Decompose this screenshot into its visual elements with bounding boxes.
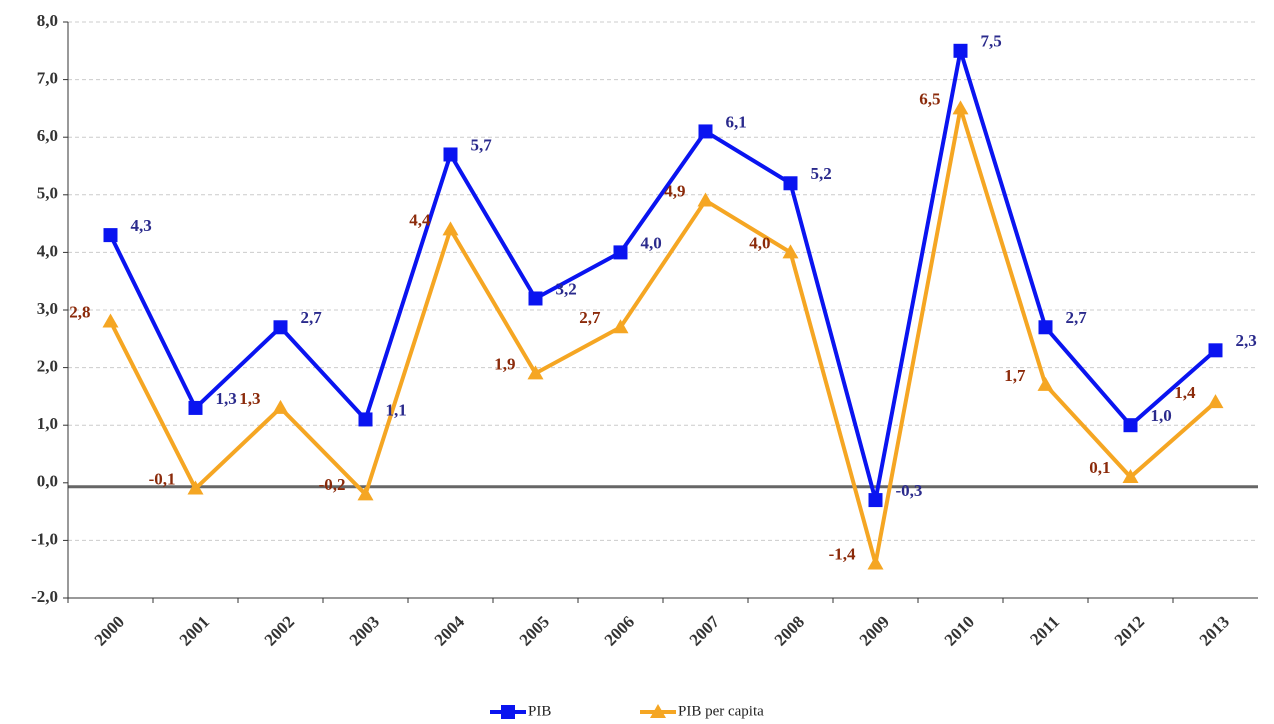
legend-label: PIB per capita <box>678 703 764 719</box>
data-label: 1,7 <box>1004 366 1026 385</box>
point-marker <box>528 291 543 306</box>
point-marker <box>613 245 628 260</box>
data-label: -0,1 <box>149 469 176 488</box>
point-marker <box>501 705 515 719</box>
point-marker <box>102 313 119 328</box>
data-label: 1,4 <box>1174 383 1196 402</box>
data-label: 0,1 <box>1089 458 1110 477</box>
x-tick-label: 2008 <box>771 612 808 649</box>
y-tick-label: -1,0 <box>31 529 58 548</box>
data-label: 3,2 <box>556 279 577 298</box>
x-tick-label: 2005 <box>516 612 553 649</box>
point-marker <box>1208 343 1223 358</box>
data-label: 4,3 <box>131 216 152 235</box>
data-label: -1,4 <box>829 544 856 563</box>
point-marker <box>612 319 629 334</box>
legend-item: PIB per capita <box>640 703 764 719</box>
x-tick-label: 2006 <box>601 612 638 649</box>
x-tick-label: 2001 <box>176 612 213 649</box>
y-tick-label: 5,0 <box>37 184 58 203</box>
point-marker <box>1207 394 1224 409</box>
x-tick-label: 2000 <box>91 612 128 649</box>
data-label: 2,8 <box>69 302 90 321</box>
y-tick-label: 4,0 <box>37 241 58 260</box>
point-marker <box>953 43 968 58</box>
data-label: 1,1 <box>386 400 407 419</box>
point-marker <box>443 147 458 162</box>
point-marker <box>273 320 288 335</box>
x-tick-label: 2013 <box>1196 612 1233 649</box>
point-marker <box>188 400 203 415</box>
y-tick-label: 7,0 <box>37 69 58 88</box>
x-tick-label: 2012 <box>1111 612 1148 649</box>
y-tick-label: 8,0 <box>37 11 58 30</box>
y-tick-label: 3,0 <box>37 299 58 318</box>
x-tick-label: 2004 <box>431 612 469 650</box>
data-label: 2,3 <box>1236 331 1257 350</box>
data-label: 4,0 <box>641 233 662 252</box>
data-label: 1,9 <box>494 354 515 373</box>
x-tick-label: 2003 <box>346 612 383 649</box>
x-tick-label: 2010 <box>941 612 978 649</box>
y-tick-label: 2,0 <box>37 357 58 376</box>
point-marker <box>442 221 459 236</box>
legend-item: PIB <box>490 703 551 719</box>
point-marker <box>187 480 204 495</box>
data-label: 2,7 <box>579 308 601 327</box>
x-tick-label: 2009 <box>856 612 893 649</box>
data-label: 1,0 <box>1151 406 1172 425</box>
data-label: 4,0 <box>749 233 770 252</box>
data-label: 1,3 <box>239 389 260 408</box>
point-marker <box>698 124 713 139</box>
series-line <box>108 50 1217 501</box>
point-marker <box>867 555 884 570</box>
x-tick-label: 2011 <box>1026 612 1063 649</box>
data-label: 6,1 <box>726 112 747 131</box>
legend-label: PIB <box>528 703 551 719</box>
point-marker <box>952 100 969 115</box>
point-marker <box>1123 418 1138 433</box>
data-label: 2,7 <box>1066 308 1088 327</box>
point-marker <box>782 244 799 259</box>
data-label: 4,9 <box>664 181 685 200</box>
point-marker <box>527 365 544 380</box>
data-label: 6,5 <box>919 89 940 108</box>
point-marker <box>357 486 374 501</box>
y-tick-label: 6,0 <box>37 126 58 145</box>
point-marker <box>868 493 883 508</box>
data-label: -0,3 <box>896 481 923 500</box>
data-label: 1,3 <box>216 389 237 408</box>
point-marker <box>1038 320 1053 335</box>
point-marker <box>783 176 798 191</box>
point-marker <box>358 412 373 427</box>
data-label: -0,2 <box>319 475 346 494</box>
data-label: 7,5 <box>981 32 1002 51</box>
data-label: 5,7 <box>471 135 493 154</box>
x-tick-label: 2002 <box>261 612 298 649</box>
y-tick-label: -2,0 <box>31 587 58 606</box>
point-marker <box>1122 469 1139 484</box>
series-line <box>108 107 1217 564</box>
point-marker <box>272 399 289 414</box>
y-tick-label: 0,0 <box>37 472 58 491</box>
data-label: 5,2 <box>811 164 832 183</box>
point-marker <box>103 228 118 243</box>
point-marker <box>650 704 666 718</box>
point-marker <box>697 192 714 207</box>
data-label: 2,7 <box>301 308 323 327</box>
y-tick-label: 1,0 <box>37 414 58 433</box>
x-tick-label: 2007 <box>686 612 724 650</box>
data-label: 4,4 <box>409 210 431 229</box>
point-marker <box>1037 376 1054 391</box>
